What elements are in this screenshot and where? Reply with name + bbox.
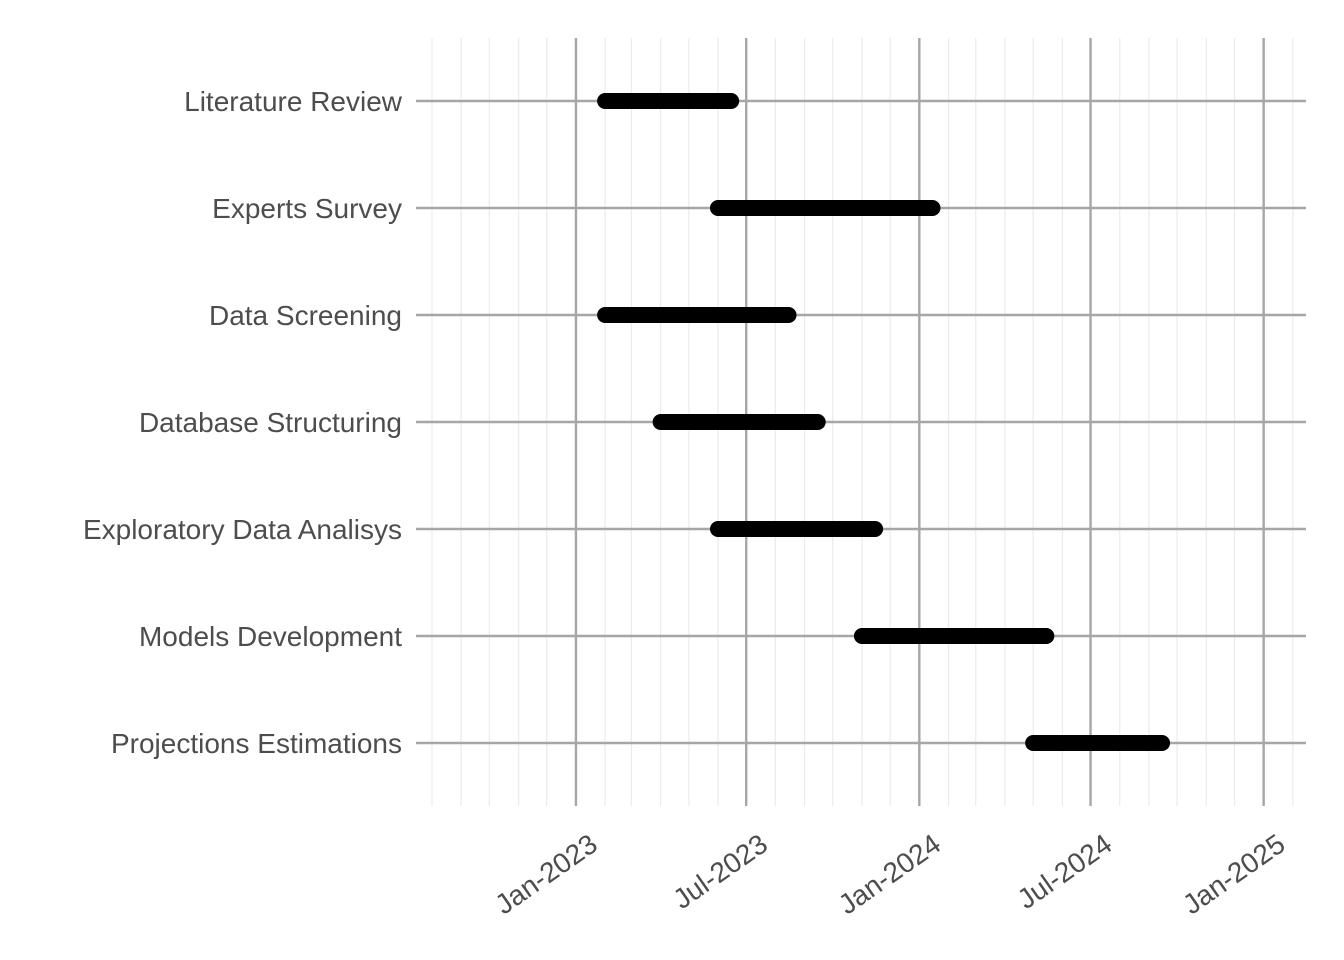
task-label: Exploratory Data Analisys (83, 514, 402, 545)
task-label: Literature Review (184, 86, 403, 117)
task-label: Models Development (139, 621, 402, 652)
task-bars (597, 93, 1171, 751)
x-tick-label: Jul-2024 (1012, 828, 1118, 915)
x-axis-tick-labels: Jan-2023 Jul-2023 Jan-2024 Jul-2024 Jan-2025 (489, 828, 1290, 920)
x-tick-label: Jul-2023 (667, 828, 773, 915)
x-tick-label: Jan-2024 (833, 828, 946, 920)
task-label: Database Structuring (139, 407, 402, 438)
task-label: Experts Survey (212, 193, 402, 224)
x-tick-label: Jan-2023 (489, 828, 602, 920)
task-label: Data Screening (209, 300, 402, 331)
major-gridlines (416, 38, 1306, 806)
task-label: Projections Estimations (111, 728, 402, 759)
x-tick-label: Jan-2025 (1177, 828, 1290, 920)
task-labels: Literature Review Experts Survey Data Scre… (83, 86, 403, 759)
